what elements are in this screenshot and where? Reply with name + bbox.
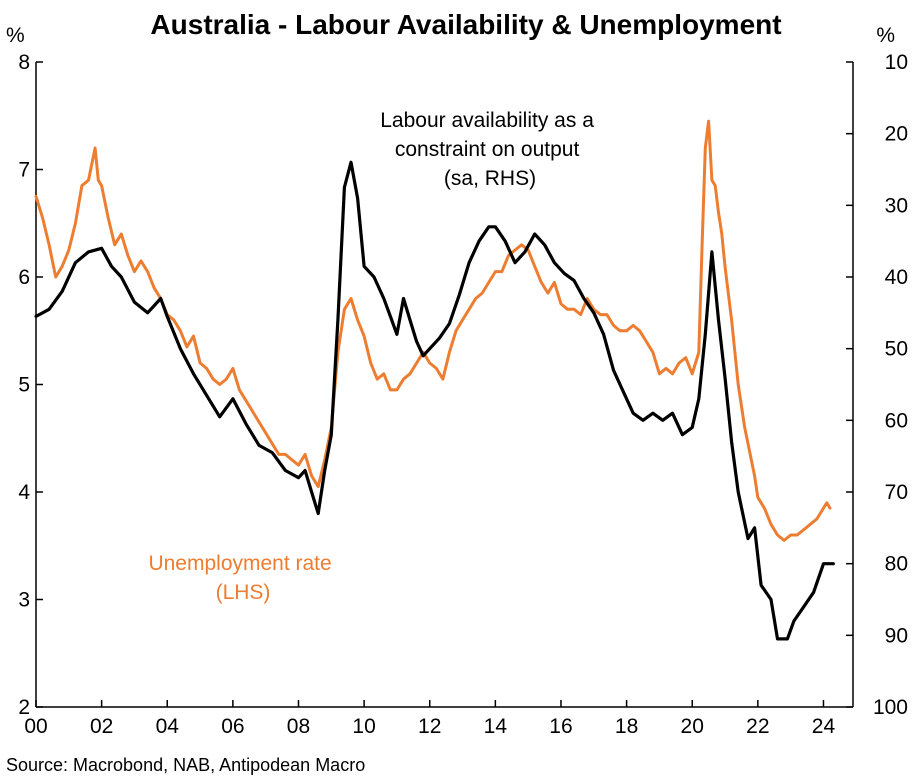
x-tick-label: 08	[287, 715, 310, 738]
labour-availability-line	[34, 160, 835, 641]
chart-title: Australia - Labour Availability & Unempl…	[150, 9, 781, 40]
x-tick-label: 18	[615, 715, 638, 738]
x-tick-label: 06	[221, 715, 244, 738]
x-axis-ticks: 00 02 04 06 08 10 12 14 16 18 20 22 24	[24, 700, 835, 738]
x-tick-label: 02	[90, 715, 113, 738]
x-tick-label: 20	[681, 715, 704, 738]
x-tick-label: 04	[156, 715, 180, 738]
right-axis-unit: %	[876, 24, 895, 47]
left-tick-label: 8	[18, 51, 30, 74]
series-layer	[34, 119, 835, 641]
unemployment-rate-line	[34, 119, 832, 542]
x-tick-label: 14	[484, 715, 508, 738]
left-axis-ticks: 2 3 4 5 6 7 8	[18, 51, 43, 719]
right-tick-label: 80	[885, 553, 908, 576]
right-tick-label: 10	[885, 51, 908, 74]
x-tick-label: 00	[24, 715, 47, 738]
source-note: Source: Macrobond, NAB, Antipodean Macro	[6, 755, 365, 775]
left-tick-label: 3	[18, 589, 30, 612]
left-tick-label: 6	[18, 266, 30, 289]
right-tick-label: 20	[885, 123, 908, 146]
x-tick-label: 22	[746, 715, 769, 738]
left-tick-label: 2	[18, 696, 30, 719]
x-tick-label: 24	[812, 715, 836, 738]
left-tick-label: 5	[18, 374, 30, 397]
right-tick-label: 100	[873, 696, 908, 719]
x-tick-label: 10	[352, 715, 375, 738]
x-tick-label: 12	[418, 715, 441, 738]
right-axis-ticks: 100 90 80 70 60 50 40 30 20 10	[846, 51, 908, 719]
left-tick-label: 7	[18, 159, 30, 182]
left-axis-unit: %	[6, 24, 25, 47]
unemployment-rate-label: Unemployment rate (LHS)	[148, 552, 337, 604]
right-tick-label: 50	[885, 338, 908, 361]
x-tick-label: 16	[549, 715, 572, 738]
right-tick-label: 90	[885, 624, 908, 647]
right-tick-label: 30	[885, 194, 908, 217]
left-tick-label: 4	[18, 481, 30, 504]
right-tick-label: 70	[885, 481, 908, 504]
labour-availability-label: Labour availability as a constraint on o…	[380, 109, 599, 190]
right-tick-label: 60	[885, 409, 908, 432]
right-tick-label: 40	[885, 266, 908, 289]
